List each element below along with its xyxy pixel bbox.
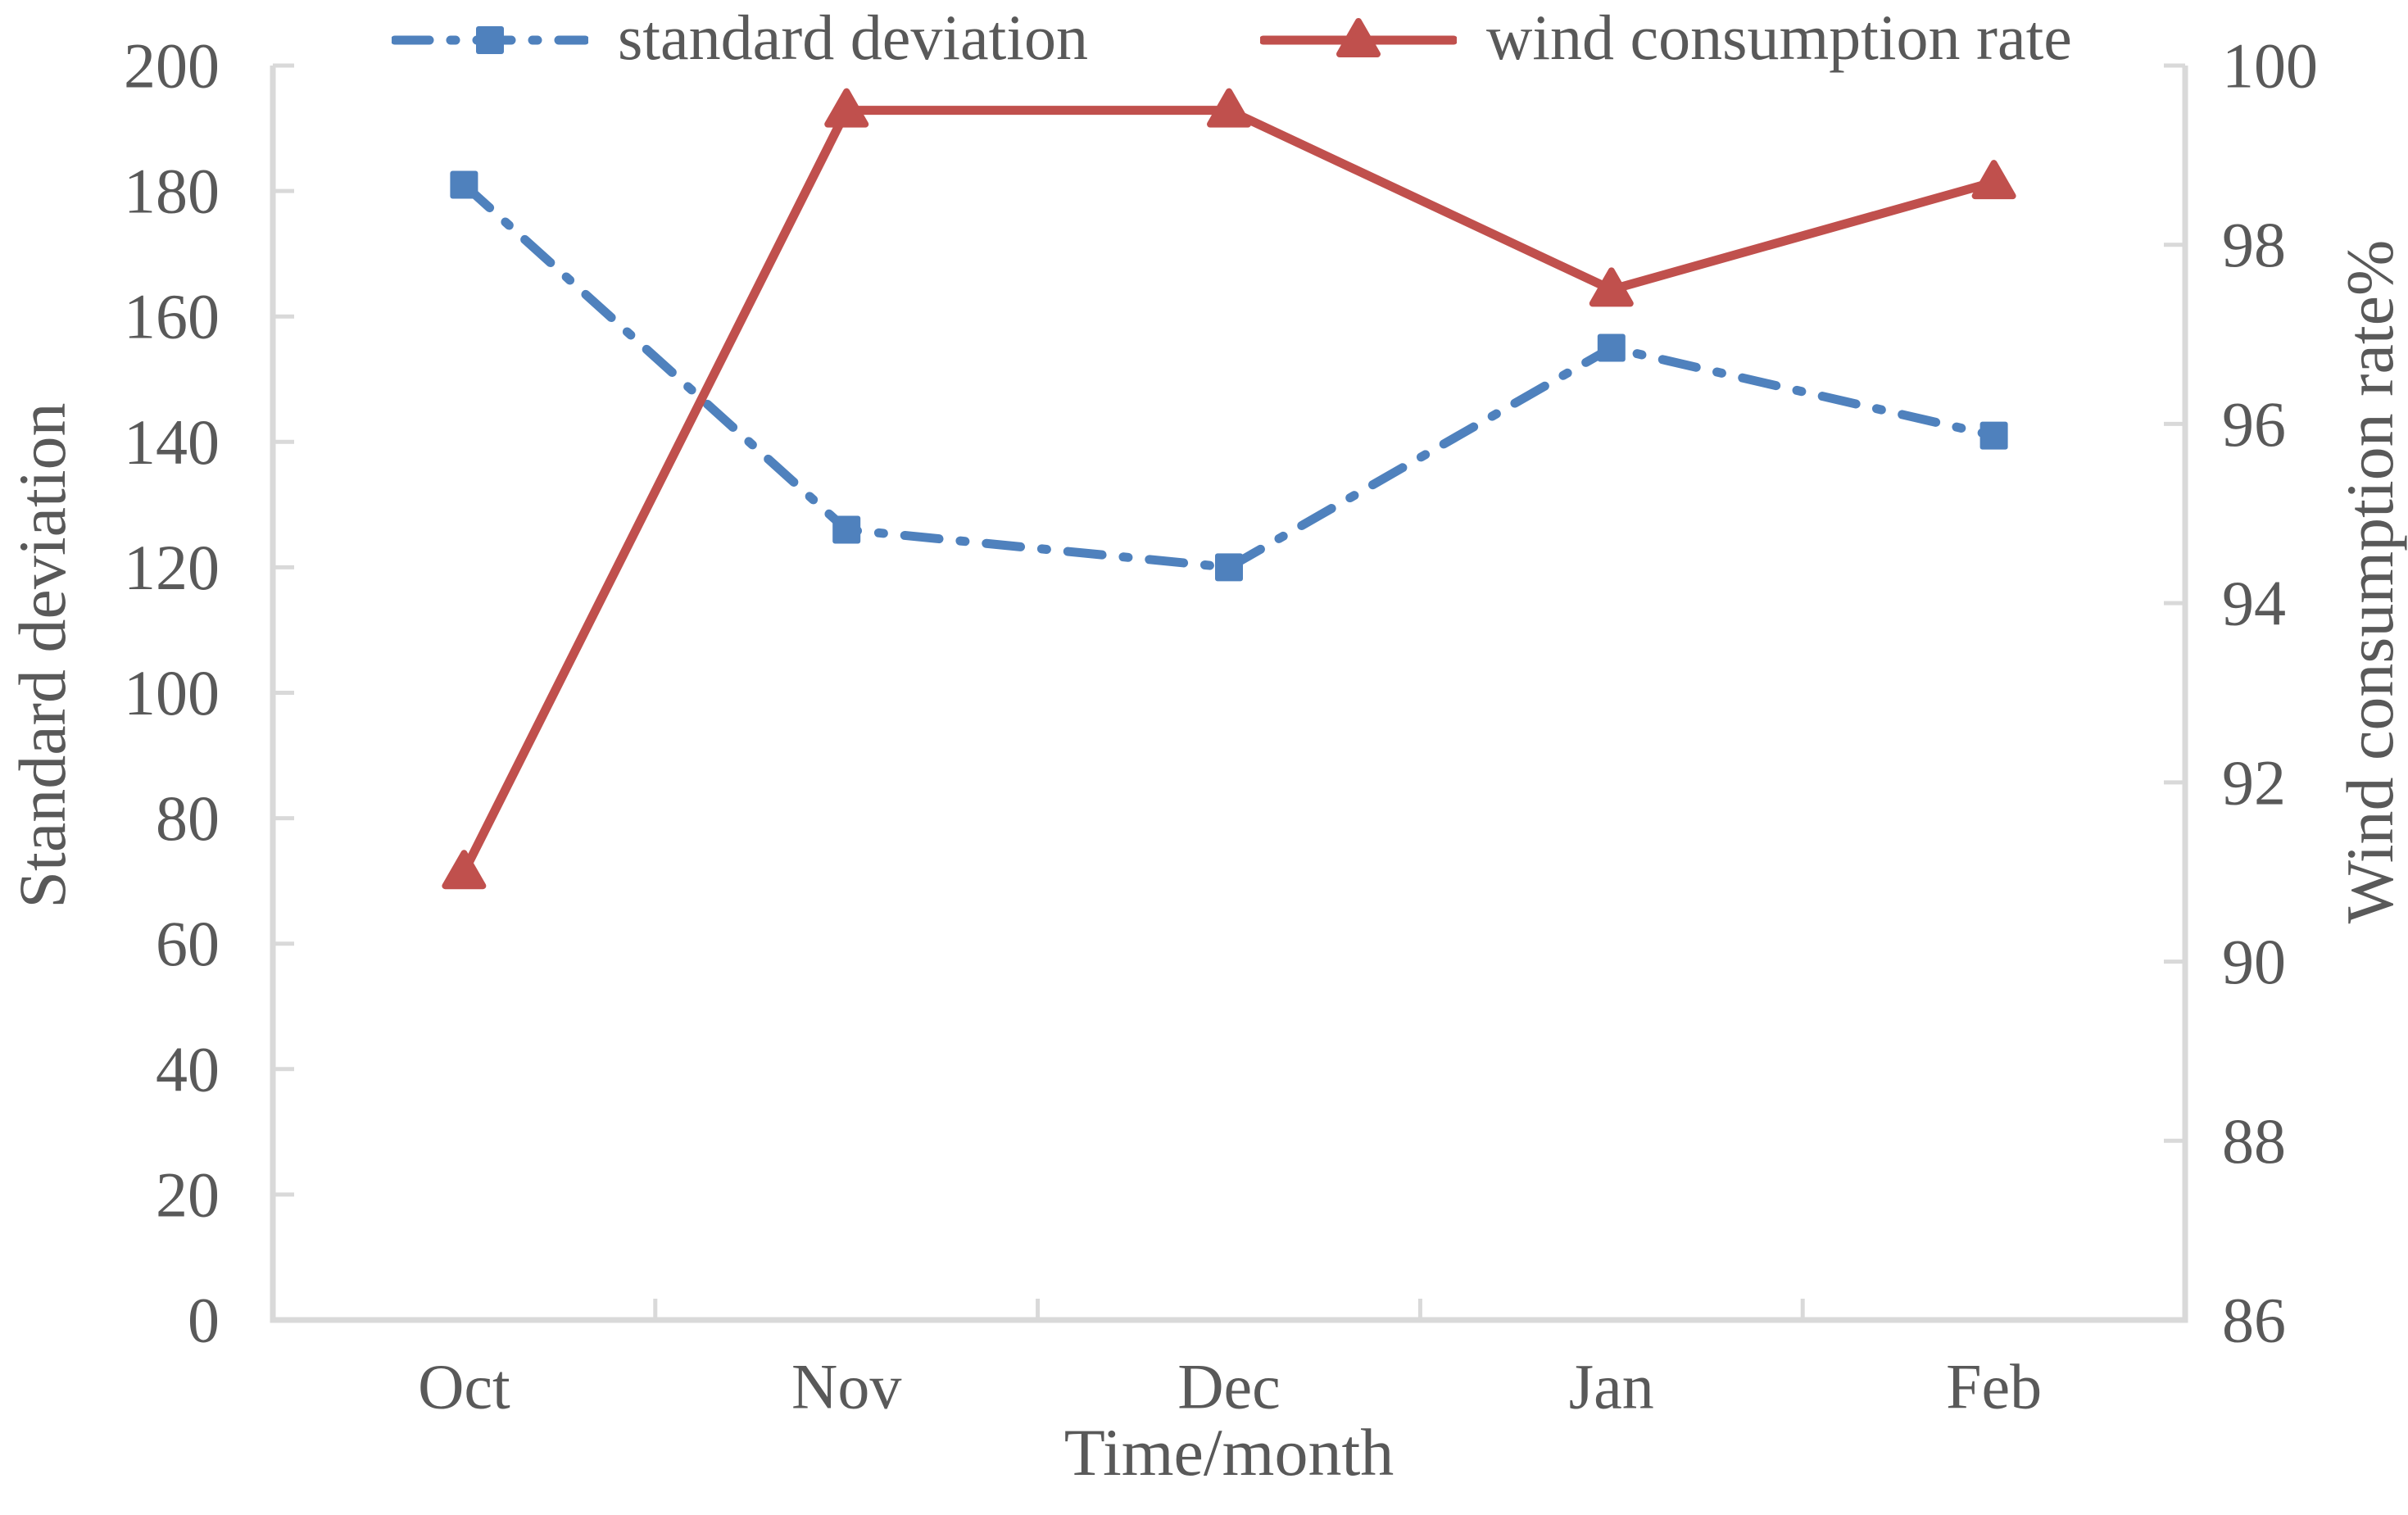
y-axis-left-tick-label: 20 xyxy=(156,1159,220,1230)
legend-item-standard-deviation: standard deviation xyxy=(392,3,1088,72)
square-marker xyxy=(476,26,504,54)
y-axis-left-tick-label: 60 xyxy=(156,908,220,979)
triangle-marker xyxy=(1207,88,1251,128)
x-axis-title-wrap: Time/month xyxy=(273,1414,2185,1491)
x-axis-category-label: Oct xyxy=(418,1351,510,1422)
x-axis-category-label: Dec xyxy=(1177,1351,1281,1422)
square-marker xyxy=(1215,553,1243,582)
x-axis-title: Time/month xyxy=(1063,1415,1394,1490)
y-axis-right-tick-label: 94 xyxy=(2222,568,2286,639)
series-line xyxy=(459,106,1999,877)
y-axis-right-tick-label: 92 xyxy=(2222,746,2286,818)
square-marker xyxy=(832,515,861,544)
y-axis-right-tick-label: 96 xyxy=(2222,388,2286,460)
y-axis-right-tick-label: 86 xyxy=(2222,1285,2286,1356)
x-axis-category-label: Jan xyxy=(1569,1351,1654,1422)
triangle-marker xyxy=(824,88,869,128)
x-axis-category-label: Nov xyxy=(791,1351,901,1422)
triangle-marker xyxy=(442,850,487,890)
square-marker xyxy=(1597,333,1626,362)
series-standard-deviation xyxy=(450,170,2008,582)
y-axis-left-tick-label: 100 xyxy=(124,657,220,728)
y-axis-right-tick-label: 98 xyxy=(2222,209,2286,280)
y-axis-left-tick-label: 80 xyxy=(156,782,220,854)
y-axis-left-tick-label: 40 xyxy=(156,1033,220,1104)
series-wind-consumption-rate xyxy=(442,88,2016,890)
triangle-marker xyxy=(1971,160,2016,200)
legend-item-wind-consumption-rate: wind consumption rate xyxy=(1260,3,2072,72)
y-axis-right-tick-label: 90 xyxy=(2222,926,2286,997)
y-axis-right-tick-label: 100 xyxy=(2222,30,2318,102)
triangle-marker xyxy=(1589,267,1634,307)
y-axis-left-tick-label: 200 xyxy=(124,30,220,102)
y-axis-left-tick-label: 180 xyxy=(124,156,220,227)
y-axis-left-tick-label: 160 xyxy=(124,281,220,352)
y-axis-left-tick-label: 140 xyxy=(124,406,220,478)
x-axis-category-label: Feb xyxy=(1946,1351,2042,1422)
y-axis-left-tick-label: 120 xyxy=(124,532,220,603)
square-marker xyxy=(450,170,478,199)
y-axis-title-right: Wind consumption rate% xyxy=(2333,239,2407,924)
legend-label-wind-consumption-rate: wind consumption rate xyxy=(1486,2,2072,73)
y-axis-title-left: Standard deviation xyxy=(5,402,79,909)
legend-swatch-solid-triangle-icon xyxy=(1260,18,1457,57)
y-axis-left-tick-label: 0 xyxy=(188,1285,220,1356)
square-marker xyxy=(1979,421,2008,450)
y-axis-right-tick-label: 88 xyxy=(2222,1105,2286,1177)
legend-label-standard-deviation: standard deviation xyxy=(618,2,1088,73)
legend-swatch-dashdot-square-icon xyxy=(392,26,588,54)
triangle-marker xyxy=(1336,18,1381,57)
